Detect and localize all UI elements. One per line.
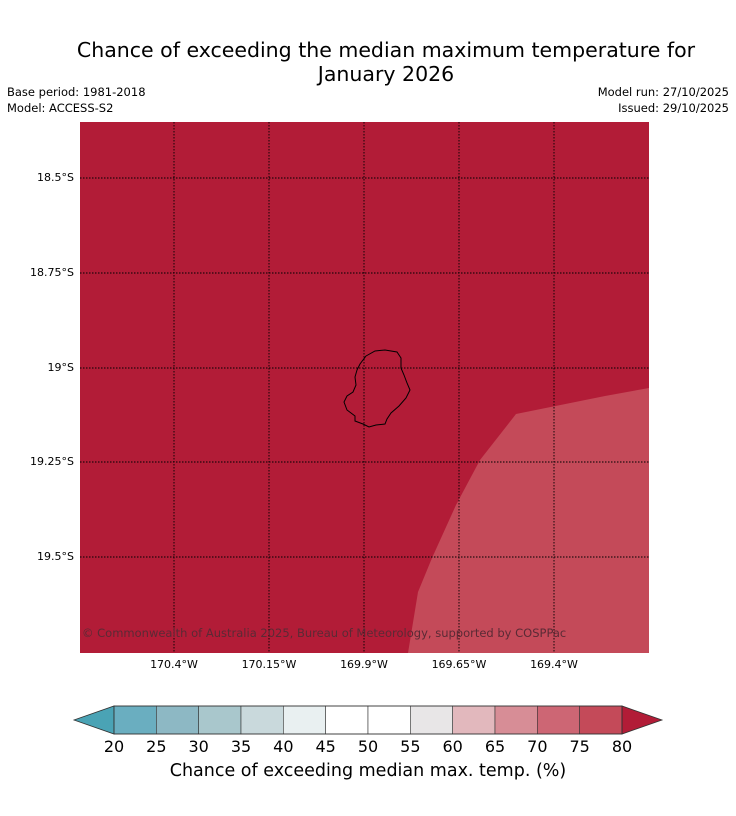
colorbar-tick-label: 60 [442,737,463,756]
colorbar-bin [494,705,538,735]
colorbar-title: Chance of exceeding median max. temp. (%… [169,761,567,781]
colorbar-bin [452,705,496,735]
lon-label-2: 170.15°W [241,658,297,671]
colorbar-frame [113,705,623,735]
title-line-1: Chance of exceeding the median maximum t… [76,38,696,62]
lat-label-1: 18.5°S [37,171,74,184]
lat-label-5: 19.5°S [37,550,74,563]
colorbar-bin [410,705,453,735]
lat-label-2: 18.75°S [30,266,74,279]
colorbar-extend-below [72,705,115,735]
colorbar-tick-label: 25 [146,737,167,756]
colorbar-bin [537,705,580,735]
lat-label-3: 19°S [47,361,74,374]
model-run: Model run: 27/10/2025 [597,85,729,99]
colorbar-tick-label: 80 [611,737,633,756]
lat-label-4: 19.25°S [30,455,74,468]
lon-label-5: 169.4°W [530,658,578,671]
colorbar-bin [113,705,157,735]
colorbar-tick-label: 70 [527,737,548,756]
copyright-text: © Commonwealth of Australia 2025, Bureau… [82,626,567,640]
model-name: Model: ACCESS-S2 [7,101,114,115]
lon-label-1: 170.4°W [150,658,198,671]
colorbar-extend-above [621,705,664,735]
colorbar-bin [283,705,326,735]
lon-label-3: 169.9°W [340,658,388,671]
meta-left: Base period: 1981-2018 Model: ACCESS-S2 [7,84,146,116]
island-outline [343,349,411,428]
colorbar-bin [579,705,623,735]
colorbar-bin [325,705,369,735]
title-line-2: January 2026 [317,62,455,86]
colorbar-bin [156,705,199,735]
graticule [80,122,649,653]
colorbar-tick-label: 35 [230,737,252,756]
zone-lower [408,388,649,653]
meta-right: Model run: 27/10/2025 Issued: 29/10/2025 [598,84,729,116]
colorbar-tick-label: 75 [569,737,590,756]
colorbar-tick-label: 65 [484,737,506,756]
colorbar-bins [113,705,623,735]
colorbar-tick-label: 50 [357,737,379,756]
colorbar-bin [240,705,284,735]
colorbar-tick-label: 20 [103,737,125,756]
chart-title: Chance of exceeding the median maximum t… [0,38,736,86]
colorbar-tick-label: 55 [400,737,421,756]
lon-label-4: 169.65°W [431,658,487,671]
colorbar-tick-label: 45 [315,737,336,756]
colorbar-bin [367,705,411,735]
issued-date: Issued: 29/10/2025 [618,101,729,115]
colorbar-tick-label: 30 [188,737,209,756]
colorbar-bin [198,705,242,735]
base-period: Base period: 1981-2018 [7,85,146,99]
colorbar-tick-label: 40 [273,737,294,756]
